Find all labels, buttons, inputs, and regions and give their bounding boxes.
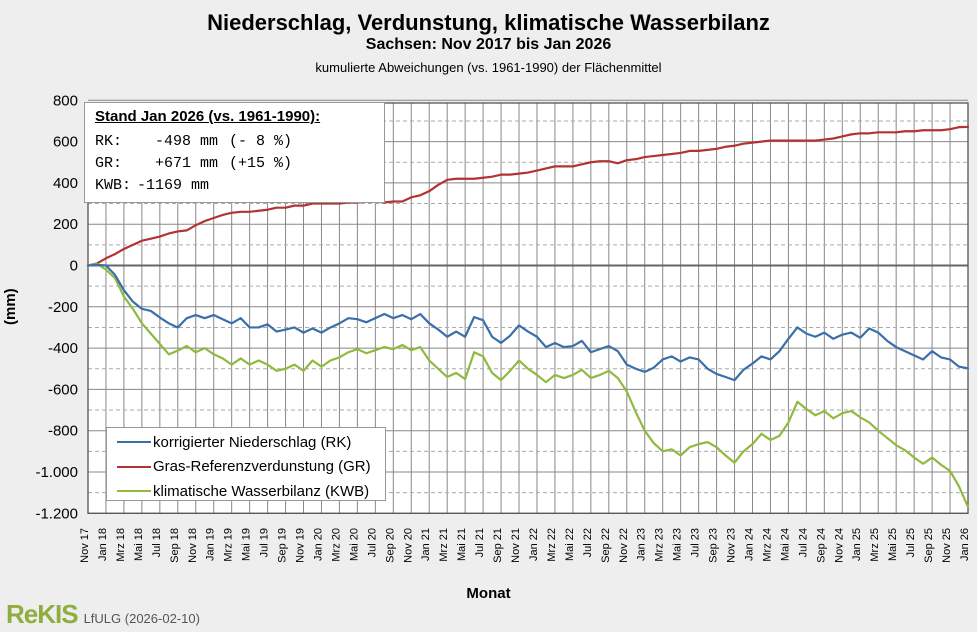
svg-text:400: 400 — [53, 175, 78, 192]
svg-text:Jul 20: Jul 20 — [366, 528, 378, 557]
svg-text:Mai 20: Mai 20 — [348, 528, 360, 561]
svg-text:-600: -600 — [48, 381, 78, 398]
svg-text:-1.200: -1.200 — [35, 505, 78, 522]
svg-text:Sep 23: Sep 23 — [708, 528, 720, 563]
svg-text:Mrz 23: Mrz 23 — [654, 528, 666, 562]
svg-text:Jan 22: Jan 22 — [528, 528, 540, 561]
svg-text:Jan 25: Jan 25 — [851, 528, 863, 561]
svg-text:Mai 22: Mai 22 — [564, 528, 576, 561]
svg-text:Mai 24: Mai 24 — [779, 528, 791, 561]
svg-text:Nov 20: Nov 20 — [402, 528, 414, 563]
svg-text:Mrz 21: Mrz 21 — [438, 528, 450, 562]
svg-text:Jul 25: Jul 25 — [905, 528, 917, 557]
svg-text:Nov 24: Nov 24 — [833, 528, 845, 563]
svg-text:Jan 24: Jan 24 — [743, 528, 755, 561]
svg-text:Mai 25: Mai 25 — [887, 528, 899, 561]
svg-text:Sep 24: Sep 24 — [815, 528, 827, 563]
svg-text:-1.000: -1.000 — [35, 464, 78, 481]
svg-text:Mrz 19: Mrz 19 — [223, 528, 235, 562]
svg-text:Sep 19: Sep 19 — [277, 528, 289, 563]
svg-text:Mai 21: Mai 21 — [456, 528, 468, 561]
svg-text:Nov 17: Nov 17 — [79, 528, 91, 563]
svg-text:-400: -400 — [48, 340, 78, 357]
svg-text:Nov 21: Nov 21 — [510, 528, 522, 563]
svg-text:Mai 18: Mai 18 — [133, 528, 145, 561]
svg-text:600: 600 — [53, 134, 78, 151]
svg-text:Jul 22: Jul 22 — [582, 528, 594, 557]
svg-text:200: 200 — [53, 216, 78, 233]
svg-text:Nov 25: Nov 25 — [941, 528, 953, 563]
svg-text:Nov 22: Nov 22 — [618, 528, 630, 563]
svg-text:Sep 21: Sep 21 — [492, 528, 504, 563]
svg-text:Jul 19: Jul 19 — [259, 528, 271, 557]
svg-text:0: 0 — [70, 258, 78, 275]
svg-text:-800: -800 — [48, 423, 78, 440]
svg-text:Sep 25: Sep 25 — [923, 528, 935, 563]
svg-text:Jul 23: Jul 23 — [690, 528, 702, 557]
svg-text:Mrz 25: Mrz 25 — [869, 528, 881, 562]
svg-text:Jan 20: Jan 20 — [312, 528, 324, 561]
svg-text:Jul 18: Jul 18 — [151, 528, 163, 557]
svg-text:Mrz 20: Mrz 20 — [330, 528, 342, 562]
svg-text:Mrz 24: Mrz 24 — [761, 528, 773, 562]
svg-text:Nov 19: Nov 19 — [295, 528, 307, 563]
svg-text:Sep 18: Sep 18 — [169, 528, 181, 563]
svg-text:Sep 22: Sep 22 — [600, 528, 612, 563]
svg-text:Mai 19: Mai 19 — [241, 528, 253, 561]
svg-text:Jan 21: Jan 21 — [420, 528, 432, 561]
svg-text:Mrz 22: Mrz 22 — [546, 528, 558, 562]
svg-text:Mrz 18: Mrz 18 — [115, 528, 127, 562]
svg-text:Sep 20: Sep 20 — [384, 528, 396, 563]
svg-text:Jul 24: Jul 24 — [797, 528, 809, 557]
svg-text:Jan 18: Jan 18 — [97, 528, 109, 561]
svg-text:Jul 21: Jul 21 — [474, 528, 486, 557]
svg-text:Jan 19: Jan 19 — [205, 528, 217, 561]
svg-text:Jan 23: Jan 23 — [636, 528, 648, 561]
svg-text:Nov 18: Nov 18 — [187, 528, 199, 563]
svg-text:800: 800 — [53, 92, 78, 109]
svg-text:Nov 23: Nov 23 — [726, 528, 738, 563]
svg-text:Jan 26: Jan 26 — [959, 528, 971, 561]
svg-text:Mai 23: Mai 23 — [672, 528, 684, 561]
